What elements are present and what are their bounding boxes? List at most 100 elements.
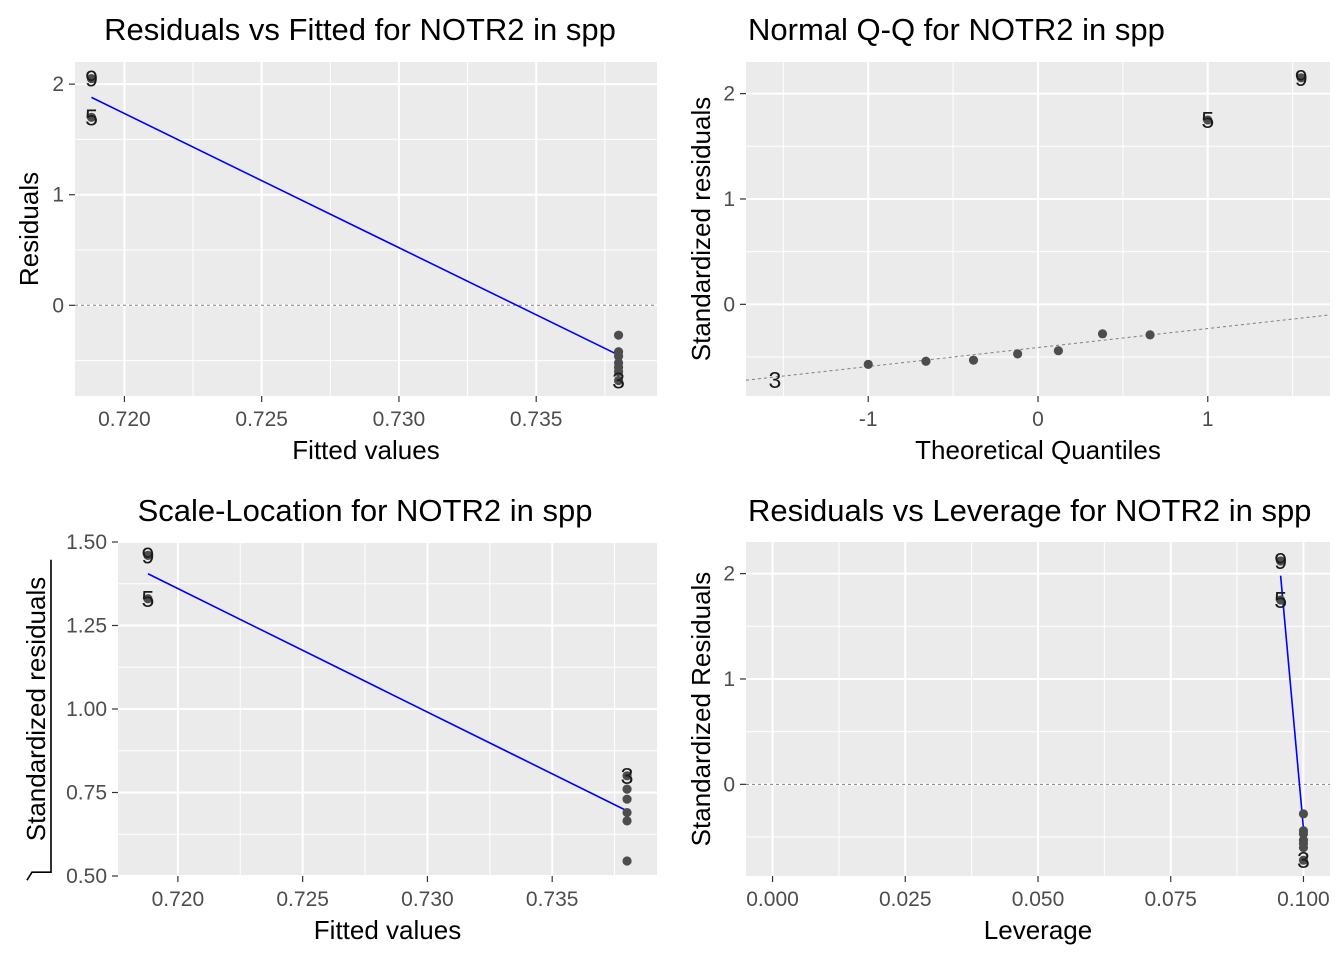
data-point — [921, 356, 931, 366]
data-point — [1298, 855, 1309, 865]
data-point — [622, 856, 632, 866]
point-label: 9 — [142, 542, 155, 568]
panel-title: Normal Q-Q for NOTR2 in spp — [748, 12, 1165, 47]
x-tick-label: 0.025 — [879, 888, 932, 911]
panel-title: Residuals vs Fitted for NOTR2 in spp — [104, 12, 616, 47]
data-point — [1053, 346, 1063, 356]
gridlines — [118, 542, 657, 876]
x-tick-label: 0.730 — [373, 408, 426, 431]
x-tick-label: 0.100 — [1277, 888, 1330, 911]
x-axis-title: Theoretical Quantiles — [915, 435, 1161, 465]
data-point — [968, 355, 979, 365]
y-tick-label: 2 — [723, 83, 735, 106]
y-tick-label: 1 — [52, 184, 64, 207]
gridlines — [746, 62, 1330, 396]
point-label: 3 — [612, 368, 625, 394]
sqrt-radical-icon — [26, 559, 52, 881]
y-axis-title: Standardized residuals — [21, 577, 51, 842]
data-point — [143, 550, 153, 560]
y-axis-title: Standardized Residuals — [686, 572, 716, 847]
plot-content: 9 5 3 — [75, 66, 657, 394]
y-tick-label: 1 — [723, 188, 735, 211]
data-point — [1296, 73, 1306, 83]
data-point — [86, 73, 97, 84]
data-point — [1203, 115, 1213, 125]
smooth-trend-line — [147, 573, 628, 812]
scale-location-panel: 9 5 3 0.720 0.725 0.730 0.735 0.50 0.75 1.00 1.25 1… — [21, 493, 657, 945]
data-point — [622, 771, 632, 781]
data-point — [1298, 842, 1309, 853]
plot-content: 9 5 3 — [746, 548, 1330, 873]
point-label: 5 — [142, 586, 155, 612]
y-tick-label: 2 — [723, 563, 735, 586]
panel-title: Residuals vs Leverage for NOTR2 in spp — [748, 493, 1311, 528]
point-label: 5 — [1274, 587, 1287, 613]
y-tick-label: 1.00 — [66, 698, 107, 721]
data-point — [622, 794, 632, 804]
y-tick-label: 0 — [723, 773, 735, 796]
data-point — [622, 816, 632, 826]
y-axis-title: Standardized residuals — [686, 97, 716, 362]
data-point — [863, 359, 873, 369]
point-label: 3 — [1297, 847, 1310, 873]
normal-qq-panel: 3 5 9 -1 0 1 0 1 2 Normal Q-Q for NOTR2 in spp The… — [686, 12, 1330, 465]
smooth-trend-line — [1279, 575, 1305, 829]
x-tick-label: 0.050 — [1012, 888, 1065, 911]
x-tick-label: 0 — [1032, 408, 1044, 431]
data-point — [613, 375, 624, 386]
y-tick-label: 0 — [52, 294, 64, 317]
x-tick-label: 1 — [1202, 408, 1214, 431]
data-point — [1276, 556, 1286, 566]
x-tick-label: 0.730 — [401, 888, 454, 911]
point-label: 5 — [85, 104, 98, 130]
smooth-trend-line — [91, 96, 619, 356]
x-tick-label: 0.075 — [1144, 888, 1197, 911]
y-tick-label: 2 — [52, 73, 64, 96]
data-point — [86, 112, 97, 122]
x-tick-label: 0.000 — [746, 888, 799, 911]
y-tick-label: 1 — [723, 668, 735, 691]
data-point — [622, 807, 632, 818]
residuals-vs-leverage-panel: 9 5 3 0.000 0.025 0.050 0.075 0.100 0 1 2 Residuals… — [686, 493, 1330, 945]
panel-title: Scale-Location for NOTR2 in spp — [138, 493, 593, 528]
x-tick-label: 0.720 — [152, 888, 205, 911]
y-tick-label: 0 — [723, 293, 735, 316]
residuals-vs-fitted-panel: 9 5 3 0.720 0.725 0.730 0.735 0 1 2 Residuals vs F… — [14, 12, 657, 465]
plot-content: 9 5 3 — [142, 542, 634, 866]
data-point — [1276, 595, 1286, 605]
x-axis-title: Fitted values — [314, 915, 461, 945]
point-label: 9 — [1274, 548, 1287, 574]
point-label: 3 — [768, 367, 781, 393]
data-point — [1097, 329, 1108, 339]
plot-background — [75, 62, 657, 396]
x-axis-title: Leverage — [984, 915, 1092, 945]
data-point — [1145, 330, 1155, 340]
point-label: 3 — [621, 763, 634, 789]
data-point — [1298, 829, 1309, 839]
x-axis-title: Fitted values — [292, 435, 439, 465]
x-tick-label: 0.735 — [526, 888, 579, 911]
data-point — [613, 351, 624, 361]
data-point — [1298, 809, 1309, 819]
x-tick-label: 0.735 — [510, 408, 563, 431]
y-tick-label: 1.25 — [66, 615, 107, 638]
data-point — [613, 367, 624, 377]
y-tick-label: 0.75 — [66, 782, 107, 805]
y-axis-title: Residuals — [14, 172, 44, 286]
y-tick-label: 1.50 — [66, 531, 107, 554]
x-tick-label: 0.720 — [98, 408, 151, 431]
y-tick-label: 0.50 — [66, 865, 107, 888]
qq-reference-line — [746, 314, 1330, 381]
data-point — [143, 594, 153, 604]
point-label: 5 — [1201, 107, 1214, 133]
data-point — [613, 330, 624, 340]
x-tick-label: 0.725 — [276, 888, 329, 911]
point-label: 9 — [1295, 65, 1308, 91]
x-tick-label: -1 — [859, 408, 878, 431]
plot-content: 3 5 9 — [746, 65, 1330, 393]
x-tick-label: 0.725 — [235, 408, 288, 431]
data-point — [622, 784, 632, 794]
point-label: 9 — [85, 66, 98, 92]
data-point — [1013, 349, 1023, 359]
